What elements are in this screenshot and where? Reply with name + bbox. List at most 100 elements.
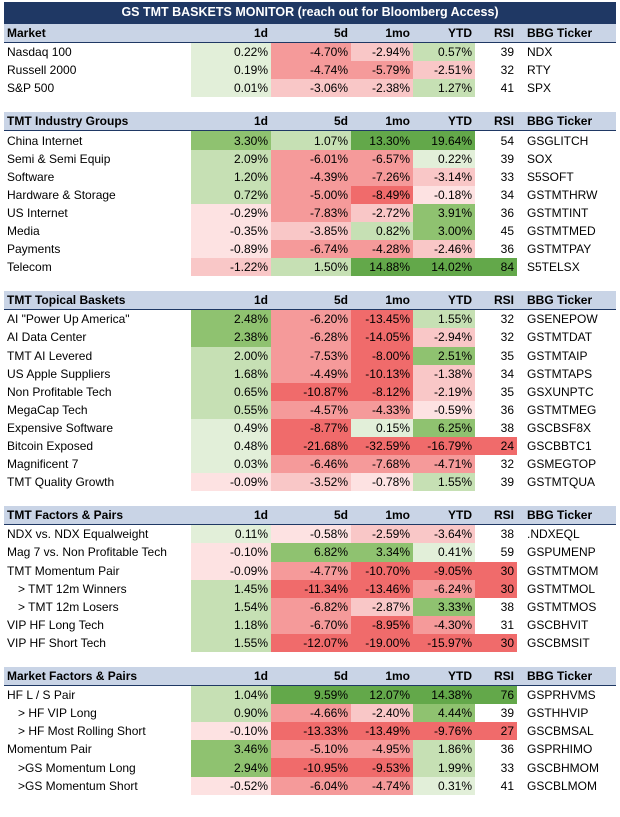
- table-row: VIP HF Long Tech 1.18% -6.70% -8.95% -4.30% 3…: [4, 615, 616, 634]
- column-header: RSI: [475, 506, 517, 526]
- section-table: TMT Topical Baskets 1d 5d 1mo YTD RSI BBG Tick…: [4, 291, 616, 492]
- column-header: 1mo: [351, 506, 413, 526]
- return-cell-ytd: -2.94%: [413, 328, 475, 347]
- bbg-ticker: GSTMTINT: [527, 205, 589, 220]
- table-row: Non Profitable Tech 0.65% -10.87% -8.12% -2.…: [4, 382, 616, 401]
- table-row: Payments -0.89% -6.74% -4.28% -2.46% 36 GSTMTP…: [4, 240, 616, 259]
- basket-name: HF L / S Pair: [7, 688, 76, 703]
- return-cell-m1: -2.72%: [351, 203, 413, 222]
- table-row: > TMT 12m Losers 1.54% -6.82% -2.87% 3.33% 38…: [4, 597, 616, 616]
- bbg-ticker: NDX: [527, 45, 553, 60]
- table-row: AI Data Center 2.38% -6.28% -14.05% -2.94% 32…: [4, 328, 616, 347]
- basket-name: > TMT 12m Losers: [18, 599, 119, 614]
- table-row: > TMT 12m Winners 1.45% -11.34% -13.46% -6.2…: [4, 579, 616, 598]
- sections-container: Market 1d 5d 1mo YTD RSI BBG Ticker Nasdaq 100 0…: [4, 24, 616, 795]
- return-cell-d5: -13.33%: [271, 722, 351, 741]
- basket-name: Semi & Semi Equip: [7, 151, 111, 166]
- bbg-ticker: GSCBHMOM: [527, 760, 599, 775]
- basket-name: Bitcoin Exposed: [7, 439, 94, 454]
- return-cell-m1: -4.74%: [351, 776, 413, 795]
- return-cell-d1: 0.19%: [191, 61, 271, 80]
- bbg-ticker: GSMEGTOP: [527, 457, 597, 472]
- return-cell-m1: 13.30%: [351, 130, 413, 150]
- return-cell-ytd: 1.99%: [413, 758, 475, 777]
- bbg-ticker: GSCBLMOM: [527, 778, 598, 793]
- table-row: HF L / S Pair 1.04% 9.59% 12.07% 14.38% 76 GSP…: [4, 685, 616, 705]
- table-row: Magnificent 7 0.03% -6.46% -7.68% -4.71% 32 GS…: [4, 455, 616, 474]
- table-row: Bitcoin Exposed 0.48% -21.68% -32.59% -16.79…: [4, 436, 616, 456]
- return-cell-m1: -14.05%: [351, 328, 413, 347]
- return-cell-d5: 1.07%: [271, 130, 351, 150]
- basket-name: > TMT 12m Winners: [18, 581, 127, 596]
- return-cell-d5: -21.68%: [271, 436, 351, 456]
- return-cell-d1: 3.46%: [191, 740, 271, 759]
- column-header: 5d: [271, 667, 351, 687]
- return-cell-d1: 2.94%: [191, 758, 271, 777]
- basket-name: VIP HF Long Tech: [7, 617, 104, 632]
- return-cell-d5: -10.95%: [271, 758, 351, 777]
- return-cell-m1: -8.12%: [351, 382, 413, 401]
- rsi-cell: 34: [500, 187, 514, 202]
- return-cell-d1: 0.55%: [191, 400, 271, 419]
- return-cell-ytd: 19.64%: [413, 130, 475, 150]
- return-cell-m1: -32.59%: [351, 436, 413, 456]
- return-cell-ytd: -3.14%: [413, 167, 475, 186]
- return-cell-d1: 1.45%: [191, 579, 271, 598]
- return-cell-d1: 2.48%: [191, 309, 271, 329]
- basket-name: S&P 500: [7, 81, 55, 96]
- rsi-cell: 24: [475, 436, 517, 456]
- return-cell-d5: -4.57%: [271, 400, 351, 419]
- table-row: Expensive Software 0.49% -8.77% 0.15% 6.25% 3…: [4, 418, 616, 437]
- section-table: TMT Industry Groups 1d 5d 1mo YTD RSI BBG Tick…: [4, 112, 616, 277]
- rsi-cell: 36: [500, 402, 514, 417]
- bbg-ticker: GSCBHVIT: [527, 617, 589, 632]
- return-cell-ytd: 1.55%: [413, 473, 475, 492]
- return-cell-d5: -6.20%: [271, 309, 351, 329]
- return-cell-d1: 0.01%: [191, 79, 271, 98]
- return-cell-d1: -0.35%: [191, 221, 271, 241]
- column-header: RSI: [475, 24, 517, 44]
- return-cell-d1: 1.68%: [191, 364, 271, 383]
- return-cell-d5: 9.59%: [271, 685, 351, 705]
- table-row: US Internet -0.29% -7.83% -2.72% 3.91% 36 GSTM…: [4, 203, 616, 222]
- table-row: US Apple Suppliers 1.68% -4.49% -10.13% -1.3…: [4, 364, 616, 383]
- bbg-ticker: GSGLITCH: [527, 133, 589, 148]
- return-cell-d1: -0.89%: [191, 240, 271, 259]
- basket-name: AI Data Center: [7, 330, 87, 345]
- column-header: 5d: [271, 24, 351, 44]
- return-cell-d5: -6.74%: [271, 240, 351, 259]
- section-header: TMT Factors & Pairs: [4, 506, 191, 526]
- basket-name: AI "Power Up America": [7, 312, 130, 327]
- rsi-cell: 54: [500, 133, 514, 148]
- column-header: 1mo: [351, 291, 413, 311]
- table-row: Software 1.20% -4.39% -7.26% -3.14% 33 S5SOFT: [4, 167, 616, 186]
- return-cell-d1: 0.48%: [191, 436, 271, 456]
- basket-name: US Apple Suppliers: [7, 366, 111, 381]
- table-row: Mag 7 vs. Non Profitable Tech -0.10% 6.82%…: [4, 543, 616, 562]
- return-cell-m1: 12.07%: [351, 685, 413, 705]
- column-header: 1d: [191, 112, 271, 132]
- rsi-cell: 39: [500, 475, 514, 490]
- return-cell-d5: -7.83%: [271, 203, 351, 222]
- table-row: S&P 500 0.01% -3.06% -2.38% 1.27% 41 SPX: [4, 79, 616, 98]
- return-cell-d1: 1.04%: [191, 685, 271, 705]
- rsi-cell: 39: [500, 151, 514, 166]
- section-header-row: TMT Industry Groups 1d 5d 1mo YTD RSI BBG Tick…: [4, 112, 616, 132]
- return-cell-m1: -0.78%: [351, 473, 413, 492]
- return-cell-m1: 0.82%: [351, 221, 413, 241]
- return-cell-ytd: -9.76%: [413, 722, 475, 741]
- section-gap: [4, 491, 616, 506]
- return-cell-m1: 14.88%: [351, 258, 413, 277]
- basket-name: NDX vs. NDX Equalweight: [7, 527, 149, 542]
- section-header-row: Market Factors & Pairs 1d 5d 1mo YTD RSI BBG T…: [4, 667, 616, 687]
- return-cell-ytd: -2.46%: [413, 240, 475, 259]
- basket-name: TMT Quality Growth: [7, 475, 115, 490]
- basket-name: >GS Momentum Short: [18, 778, 138, 793]
- return-cell-d1: 0.65%: [191, 382, 271, 401]
- return-cell-d1: -0.09%: [191, 473, 271, 492]
- rsi-cell: 84: [475, 258, 517, 277]
- return-cell-d5: -4.66%: [271, 704, 351, 723]
- column-header: RSI: [475, 291, 517, 311]
- section-table: TMT Factors & Pairs 1d 5d 1mo YTD RSI BBG Tick…: [4, 506, 616, 652]
- bbg-ticker: GSTMTMEG: [527, 402, 597, 417]
